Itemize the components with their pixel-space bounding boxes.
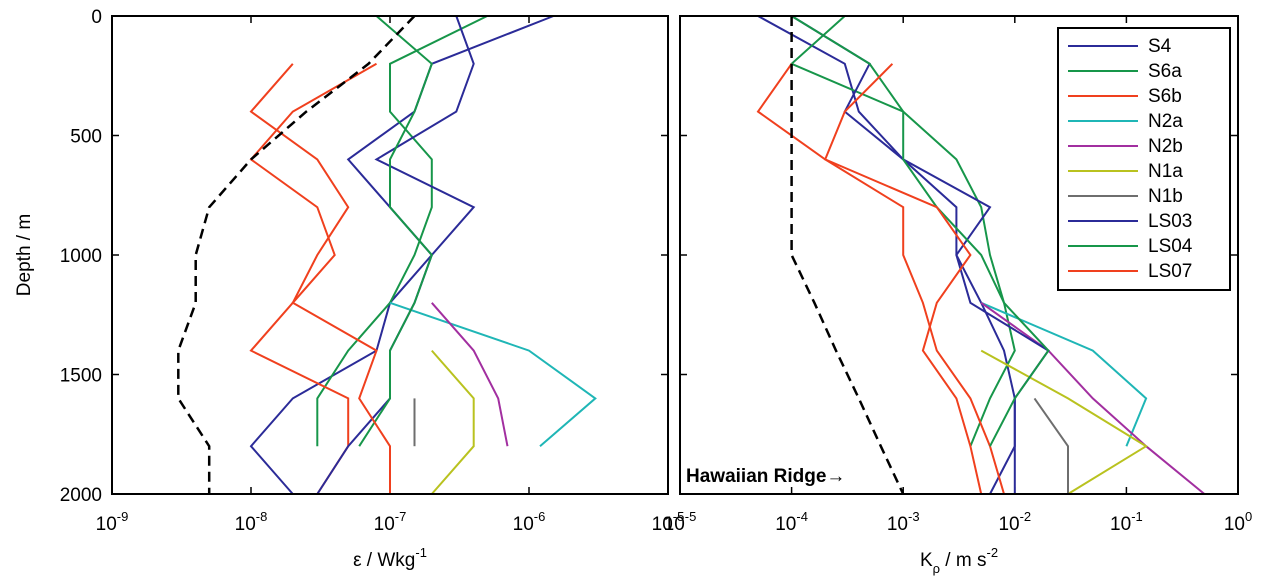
x-tick-exponent: -3: [908, 509, 920, 524]
y-tick-label: 0: [91, 7, 102, 28]
plot-frame: [679, 15, 1239, 495]
x-tick-base: 10: [374, 514, 395, 535]
x-tick-exponent: -2: [1020, 509, 1032, 524]
x-tick-label: 10-5: [664, 509, 697, 535]
annotation: Hawaiian Ridge→: [686, 466, 845, 487]
profile-line: [249, 15, 554, 495]
profile-line: [431, 349, 475, 495]
y-tick-label: 1500: [60, 366, 102, 387]
profile-line: [358, 15, 433, 447]
y-axis-label: Depth / m: [14, 214, 35, 296]
x-tick-base: 10: [1224, 514, 1245, 535]
x-tick-label: 10-3: [887, 509, 920, 535]
plot-frame: [111, 15, 669, 495]
profile-line: [249, 63, 350, 495]
x-tick-base: 10: [235, 514, 256, 535]
x-tick-base: 10: [887, 514, 908, 535]
profile-line: [316, 15, 488, 447]
legend-label: S6b: [1148, 86, 1182, 107]
y-tick-label: 2000: [60, 485, 102, 506]
legend-label: S4: [1148, 36, 1172, 57]
x-tick-base: 10: [96, 514, 117, 535]
legend-label: N2b: [1148, 136, 1183, 157]
x-tick-exponent: -5: [673, 509, 685, 524]
x-tick-label: 10-5: [652, 509, 685, 535]
x-tick-base: 10: [664, 514, 685, 535]
legend-label: N1b: [1148, 186, 1183, 207]
x-tick-label: 10-6: [513, 509, 546, 535]
x-tick-exponent: -4: [796, 509, 808, 524]
x-tick-label: 10-2: [998, 509, 1031, 535]
x-label-rest: / m s: [940, 550, 986, 571]
legend-label: LS03: [1148, 211, 1192, 232]
x-label-text: ε / Wkg: [353, 550, 415, 571]
x-label-sup: -1: [415, 545, 427, 560]
x-label-sub: ρ: [933, 561, 940, 576]
x-tick-label: 10-9: [96, 509, 129, 535]
x-tick-exponent: -7: [395, 509, 407, 524]
legend-label: S6a: [1148, 61, 1182, 82]
legend-box: [1057, 27, 1231, 291]
x-tick-base: 10: [652, 514, 673, 535]
profile-line: [980, 301, 1148, 447]
x-label-sup: -2: [986, 545, 998, 560]
x-tick-base: 10: [998, 514, 1019, 535]
x-label-text: K: [920, 550, 933, 571]
profile-line: [791, 15, 1050, 447]
x-tick-base: 10: [513, 514, 534, 535]
x-axis-label: Kρ / m s-2: [920, 545, 998, 576]
x-tick-exponent: -5: [685, 509, 697, 524]
y-tick-label: 500: [70, 127, 102, 148]
x-tick-exponent: -6: [534, 509, 546, 524]
legend-label: LS07: [1148, 261, 1192, 282]
x-tick-label: 10-7: [374, 509, 407, 535]
legend-label: LS04: [1148, 236, 1193, 257]
reference-line: [177, 15, 416, 494]
profile-line: [756, 63, 1005, 495]
profile-line: [431, 302, 509, 447]
profile-line: [1033, 397, 1069, 494]
profile-line: [789, 15, 1016, 447]
profile-line: [791, 15, 1050, 494]
x-tick-label: 10-4: [775, 509, 808, 535]
profile-line: [249, 62, 391, 494]
x-tick-label: 10-8: [235, 509, 268, 535]
profile-line: [980, 301, 1206, 495]
x-tick-exponent: -8: [256, 509, 268, 524]
y-tick-label: 1000: [60, 246, 102, 267]
profile-line: [823, 63, 983, 495]
profile-line: [980, 349, 1149, 495]
x-tick-label: 100: [1224, 509, 1252, 535]
x-tick-exponent: 0: [1245, 509, 1252, 524]
legend-label: N2a: [1148, 111, 1183, 132]
legend-label: N1a: [1148, 161, 1183, 182]
x-axis-label: ε / Wkg-1: [353, 545, 427, 571]
x-tick-base: 10: [1110, 514, 1131, 535]
x-tick-exponent: -1: [1131, 509, 1143, 524]
profile-line: [316, 15, 476, 495]
x-tick-exponent: -9: [117, 509, 129, 524]
x-tick-base: 10: [775, 514, 796, 535]
x-tick-label: 10-1: [1110, 509, 1143, 535]
profile-line: [389, 301, 597, 447]
